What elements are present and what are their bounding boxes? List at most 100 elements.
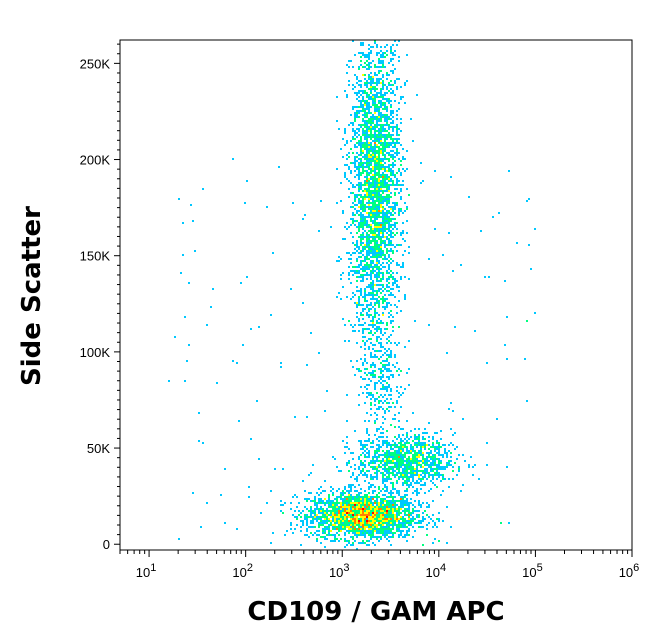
event-dot [380, 182, 382, 184]
event-dot [248, 486, 250, 488]
event-dot [374, 384, 376, 386]
event-dot [380, 466, 382, 468]
event-dot [346, 500, 348, 502]
event-dot [386, 446, 388, 448]
event-dot [368, 192, 370, 194]
event-dot [438, 476, 440, 478]
event-dot [376, 164, 378, 166]
event-dot [370, 130, 372, 132]
event-dot [318, 500, 320, 502]
event-dot [354, 144, 356, 146]
event-dot [346, 154, 348, 156]
event-dot [386, 216, 388, 218]
event-dot [384, 136, 386, 138]
event-dot [378, 172, 380, 174]
event-dot [382, 184, 384, 186]
event-dot [358, 532, 360, 534]
event-dot [370, 80, 372, 82]
event-dot [284, 534, 286, 536]
event-dot [370, 526, 372, 528]
event-dot [498, 212, 500, 214]
event-dot [344, 128, 346, 130]
event-dot [408, 534, 410, 536]
event-dot [370, 278, 372, 280]
event-dot [370, 366, 372, 368]
event-dot [368, 286, 370, 288]
event-dot [364, 190, 366, 192]
event-dot [390, 536, 392, 538]
event-dot [402, 148, 404, 150]
event-dot [376, 500, 378, 502]
event-dot [426, 432, 428, 434]
event-dot [380, 272, 382, 274]
event-dot [404, 480, 406, 482]
event-dot [430, 518, 432, 520]
event-dot [362, 200, 364, 202]
event-dot [364, 526, 366, 528]
event-dot [346, 512, 348, 514]
event-dot [386, 196, 388, 198]
event-dot [368, 528, 370, 530]
event-dot [322, 508, 324, 510]
event-dot [358, 542, 360, 544]
event-dot [272, 532, 274, 534]
event-dot [344, 526, 346, 528]
event-dot [394, 520, 396, 522]
event-dot [350, 452, 352, 454]
event-dot [418, 442, 420, 444]
event-dot [374, 42, 376, 44]
event-dot [372, 466, 374, 468]
event-dot [334, 512, 336, 514]
event-dot [314, 514, 316, 516]
event-dot [432, 500, 434, 502]
event-dot [338, 524, 340, 526]
event-dot [406, 464, 408, 466]
event-dot [370, 354, 372, 356]
event-dot [360, 162, 362, 164]
event-dot [360, 460, 362, 462]
event-dot [370, 314, 372, 316]
event-dot [418, 444, 420, 446]
event-dot [438, 452, 440, 454]
event-dot [368, 198, 370, 200]
event-dot [434, 448, 436, 450]
event-dot [378, 322, 380, 324]
event-dot [372, 154, 374, 156]
event-dot [314, 508, 316, 510]
event-dot [334, 506, 336, 508]
event-dot [348, 180, 350, 182]
event-dot [372, 82, 374, 84]
event-dot [368, 142, 370, 144]
event-dot [368, 504, 370, 506]
event-dot [376, 208, 378, 210]
event-dot [408, 384, 410, 386]
event-dot [384, 240, 386, 242]
event-dot [370, 460, 372, 462]
event-dot [318, 498, 320, 500]
event-dot [372, 240, 374, 242]
event-dot [504, 344, 506, 346]
event-dot [424, 446, 426, 448]
event-dot [360, 454, 362, 456]
event-dot [358, 134, 360, 136]
event-dot [414, 456, 416, 458]
event-dot [414, 490, 416, 492]
event-dot [362, 500, 364, 502]
event-dot [382, 136, 384, 138]
event-dot [364, 274, 366, 276]
event-dot [394, 194, 396, 196]
event-dot [330, 500, 332, 502]
event-dot [428, 464, 430, 466]
event-dot [400, 512, 402, 514]
event-dot [364, 92, 366, 94]
event-dot [386, 364, 388, 366]
event-dot [344, 520, 346, 522]
event-dot [366, 392, 368, 394]
event-dot [416, 474, 418, 476]
event-dot [390, 472, 392, 474]
event-dot [364, 444, 366, 446]
event-dot [332, 534, 334, 536]
event-dot [356, 78, 358, 80]
event-dot [366, 84, 368, 86]
event-dot [380, 232, 382, 234]
